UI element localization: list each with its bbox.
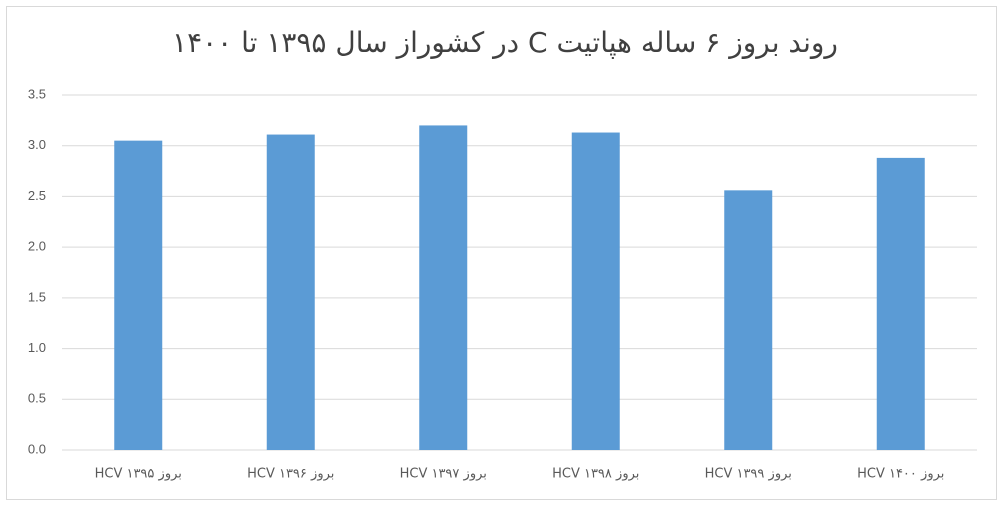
y-tick-label: 0.0 [28,441,46,456]
bar [876,157,925,450]
y-tick-label: 1.0 [28,340,46,355]
bar [419,125,468,450]
x-tick-label: بروز HCV ۱۴۰۰ [857,467,944,482]
x-tick-label: بروز HCV ۱۳۹۹ [705,467,792,482]
y-tick-label: 2.5 [28,188,46,203]
bar [571,132,620,450]
chart-border [6,6,997,500]
y-tick-label: 3.5 [28,86,46,101]
y-tick-label: 2.0 [28,239,46,254]
chart-title: روند بروز ۶ ساله هپاتیت C در کشوراز سال … [172,26,838,59]
x-tick-label: بروز HCV ۱۳۹۶ [247,467,334,482]
y-tick-label: 1.5 [28,289,46,304]
y-tick-label: 3.0 [28,137,46,152]
bar [114,140,163,450]
x-tick-label: بروز HCV ۱۳۹۷ [400,467,487,482]
bar [266,134,315,451]
y-tick-label: 0.5 [28,391,46,406]
bar [724,190,773,451]
x-tick-label: بروز HCV ۱۳۹۸ [552,467,639,482]
x-tick-label: بروز HCV ۱۳۹۵ [95,467,182,482]
